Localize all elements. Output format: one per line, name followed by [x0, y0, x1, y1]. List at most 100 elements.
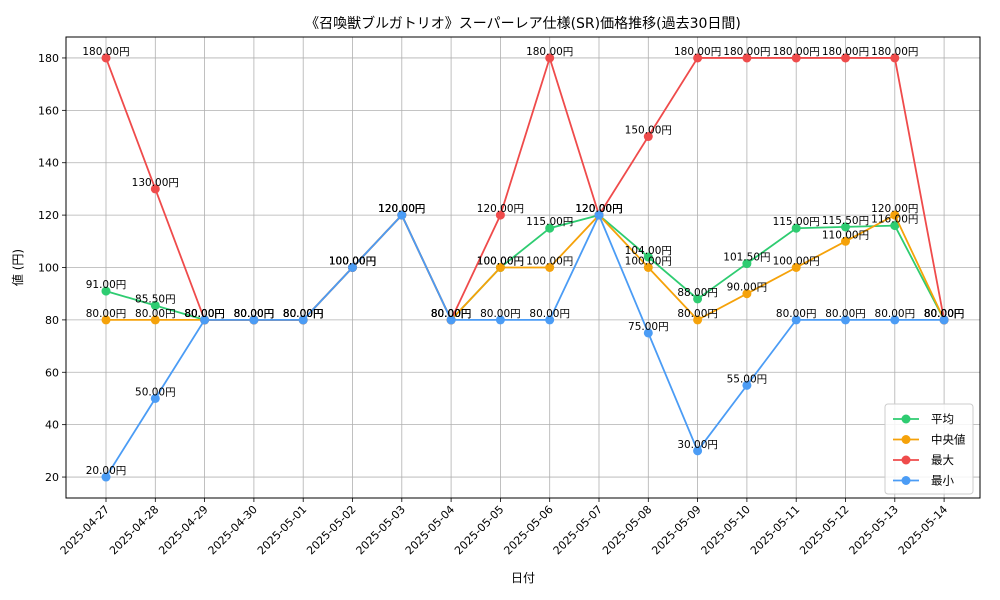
data-label: 80.00円	[234, 308, 275, 320]
y-tick-label: 100	[38, 262, 59, 275]
series-4	[101, 210, 949, 482]
data-point	[101, 286, 111, 296]
data-label: 115.00円	[773, 216, 820, 228]
data-point	[693, 315, 703, 325]
data-label: 88.00円	[677, 287, 718, 299]
data-label: 120.00円	[575, 203, 622, 215]
data-point	[841, 315, 850, 325]
series-3	[101, 53, 949, 325]
data-label: 80.00円	[924, 308, 965, 320]
data-point	[742, 380, 752, 390]
y-tick-label: 80	[45, 314, 59, 327]
data-point	[890, 221, 900, 231]
x-tick-label: 2025-04-27	[58, 503, 112, 557]
data-label: 100.00円	[329, 256, 376, 268]
data-label: 100.00円	[526, 256, 573, 268]
data-label: 80.00円	[135, 308, 176, 320]
data-point	[348, 263, 357, 272]
y-tick-label: 20	[45, 471, 59, 484]
data-label: 80.00円	[776, 308, 817, 320]
data-point	[791, 53, 801, 63]
data-label: 115.50円	[822, 215, 869, 227]
data-labels: 91.00円 85.50円 80.00円 80.00円 80.00円 100.00円 120…	[82, 46, 964, 477]
data-label: 116.00円	[871, 214, 918, 226]
data-label: 80.00円	[184, 308, 225, 320]
y-tick-label: 40	[45, 419, 59, 432]
data-label: 80.00円	[431, 308, 472, 320]
data-label: 180.00円	[723, 46, 770, 58]
data-label: 80.00円	[431, 308, 472, 320]
chart-title: 《召喚獣ブルガトリオ》スーパーレア仕様(SR)価格推移(過去30日間)	[305, 15, 741, 32]
data-label: 80.00円	[234, 308, 275, 320]
x-tick-label: 2025-05-10	[699, 503, 753, 557]
x-tick-label: 2025-05-02	[304, 503, 358, 557]
data-label: 80.00円	[283, 308, 324, 320]
data-point	[890, 53, 900, 63]
data-point	[150, 315, 160, 325]
data-label: 100.00円	[329, 256, 376, 268]
plot-frame	[65, 36, 981, 499]
data-label: 80.00円	[924, 308, 965, 320]
x-tick-label: 2025-04-28	[107, 503, 161, 557]
x-tick-label: 2025-05-05	[452, 503, 506, 557]
data-point	[643, 263, 653, 272]
data-point	[693, 294, 703, 304]
data-label: 120.00円	[575, 203, 622, 215]
data-label: 85.50円	[135, 293, 176, 305]
x-tick-label: 2025-04-30	[206, 503, 260, 557]
data-label: 80.00円	[283, 308, 324, 320]
data-label: 80.00円	[529, 308, 570, 320]
y-tick-label: 160	[38, 104, 59, 117]
data-point	[594, 210, 604, 220]
data-point	[693, 446, 703, 456]
axes: 204060801001201401601802025-04-272025-04…	[38, 36, 981, 557]
data-label: 180.00円	[674, 46, 721, 58]
data-label: 150.00円	[625, 125, 672, 137]
data-point	[791, 315, 801, 325]
x-tick-label: 2025-05-09	[649, 503, 703, 557]
data-point	[101, 53, 111, 63]
data-label: 80.00円	[431, 308, 472, 320]
legend-box	[884, 403, 974, 495]
data-point	[495, 210, 505, 220]
data-label: 80.00円	[875, 308, 916, 320]
y-tick-label: 140	[38, 157, 59, 170]
series-line	[105, 54, 945, 323]
data-label: 100.00円	[773, 256, 820, 268]
data-point	[841, 53, 850, 63]
data-point	[200, 315, 210, 325]
data-point	[643, 132, 653, 142]
legend-entry: 中央値	[931, 433, 966, 447]
data-label: 80.00円	[184, 308, 225, 320]
x-axis-label: 日付	[511, 571, 535, 585]
data-label: 110.00円	[822, 229, 869, 241]
data-label: 120.00円	[575, 203, 622, 215]
series-layer	[101, 53, 949, 482]
data-point	[742, 259, 752, 269]
data-label: 30.00円	[677, 439, 718, 451]
legend-swatch-marker	[901, 476, 911, 485]
legend-swatch-marker	[901, 455, 911, 465]
data-point	[890, 210, 900, 220]
data-point	[298, 315, 308, 325]
data-point	[939, 315, 949, 325]
data-label: 180.00円	[773, 46, 820, 58]
data-point	[545, 315, 555, 325]
x-tick-label: 2025-05-08	[600, 503, 654, 557]
data-label: 80.00円	[184, 308, 225, 320]
data-point	[841, 236, 850, 246]
x-tick-label: 2025-05-07	[551, 503, 605, 557]
legend-swatch-marker	[901, 435, 911, 444]
data-label: 80.00円	[184, 308, 225, 320]
x-tick-label: 2025-05-01	[255, 503, 309, 557]
legend-entry: 平均	[931, 412, 954, 426]
y-axis-label: 値 (円)	[10, 249, 25, 286]
data-label: 104.00円	[625, 245, 672, 257]
data-point	[150, 184, 160, 194]
data-label: 120.00円	[575, 203, 622, 215]
data-point	[545, 263, 555, 272]
x-tick-label: 2025-04-29	[156, 503, 210, 557]
data-label: 115.00円	[526, 216, 573, 228]
data-point	[101, 472, 111, 482]
